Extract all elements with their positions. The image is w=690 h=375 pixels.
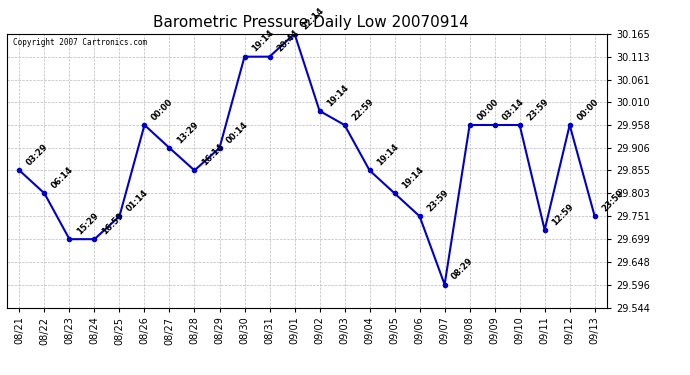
Text: 03:29: 03:29 — [25, 142, 50, 168]
Text: 06:14: 06:14 — [50, 165, 75, 190]
Text: 01:14: 01:14 — [125, 188, 150, 213]
Text: 19:14: 19:14 — [400, 165, 426, 190]
Text: 00:00: 00:00 — [475, 97, 500, 122]
Text: 12:59: 12:59 — [550, 202, 575, 227]
Text: 16:14: 16:14 — [200, 142, 226, 168]
Text: Barometric Pressure Daily Low 20070914: Barometric Pressure Daily Low 20070914 — [152, 15, 469, 30]
Text: Copyright 2007 Cartronics.com: Copyright 2007 Cartronics.com — [13, 38, 147, 47]
Text: 19:14: 19:14 — [325, 83, 351, 108]
Text: 23:59: 23:59 — [525, 97, 551, 122]
Text: 00:00: 00:00 — [575, 97, 600, 122]
Text: 23:59: 23:59 — [425, 188, 451, 213]
Text: 00:00: 00:00 — [150, 97, 175, 122]
Text: 03:14: 03:14 — [500, 97, 525, 122]
Text: 16:59: 16:59 — [100, 211, 126, 236]
Text: 00:14: 00:14 — [225, 120, 250, 145]
Text: 15:29: 15:29 — [75, 211, 100, 236]
Text: 22:14: 22:14 — [300, 6, 326, 31]
Text: 22:59: 22:59 — [350, 97, 375, 122]
Text: 19:14: 19:14 — [250, 28, 275, 54]
Text: 19:14: 19:14 — [375, 142, 400, 168]
Text: 23:59: 23:59 — [600, 188, 625, 213]
Text: 13:29: 13:29 — [175, 120, 200, 145]
Text: 08:29: 08:29 — [450, 257, 475, 282]
Text: 20:44: 20:44 — [275, 28, 300, 54]
